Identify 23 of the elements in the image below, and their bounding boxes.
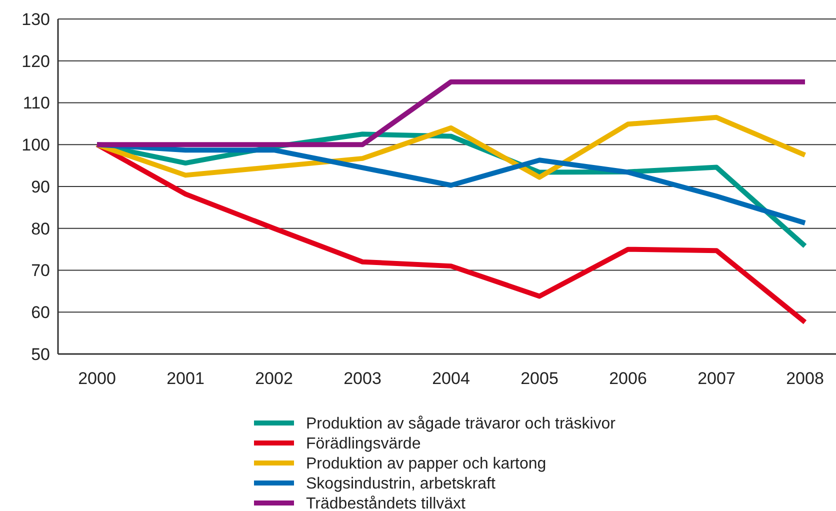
y-tick-label: 90 (31, 177, 50, 196)
y-tick-label: 50 (31, 344, 50, 364)
x-tick-label: 2003 (344, 369, 382, 388)
y-tick-label: 60 (31, 303, 50, 322)
y-tick-label: 100 (22, 136, 50, 155)
y-tick-label: 110 (22, 94, 50, 113)
x-tick-label: 2002 (255, 369, 293, 388)
x-tick-label: 2005 (520, 369, 558, 388)
legend-label: Trädbeståndets tillväxt (306, 496, 466, 511)
legend-label: Skogsindustrin, arbetskraft (306, 476, 496, 493)
y-tick-label: 80 (31, 219, 50, 238)
x-tick-label: 2004 (432, 369, 470, 388)
y-tick-label: 70 (31, 261, 50, 280)
x-tick-label: 2008 (786, 369, 824, 388)
legend-label: Förädlingsvärde (306, 436, 421, 453)
legend-label: Produktion av sågade trävaror och träskivor (306, 416, 616, 433)
x-tick-label: 2006 (609, 369, 647, 388)
x-tick-label: 2007 (698, 369, 736, 388)
x-tick-label: 2001 (166, 369, 204, 388)
legend-label: Produktion av papper och kartong (306, 456, 546, 473)
x-tick-label: 2000 (78, 369, 116, 388)
y-tick-label: 120 (22, 52, 50, 71)
y-tick-label: 130 (22, 10, 50, 29)
